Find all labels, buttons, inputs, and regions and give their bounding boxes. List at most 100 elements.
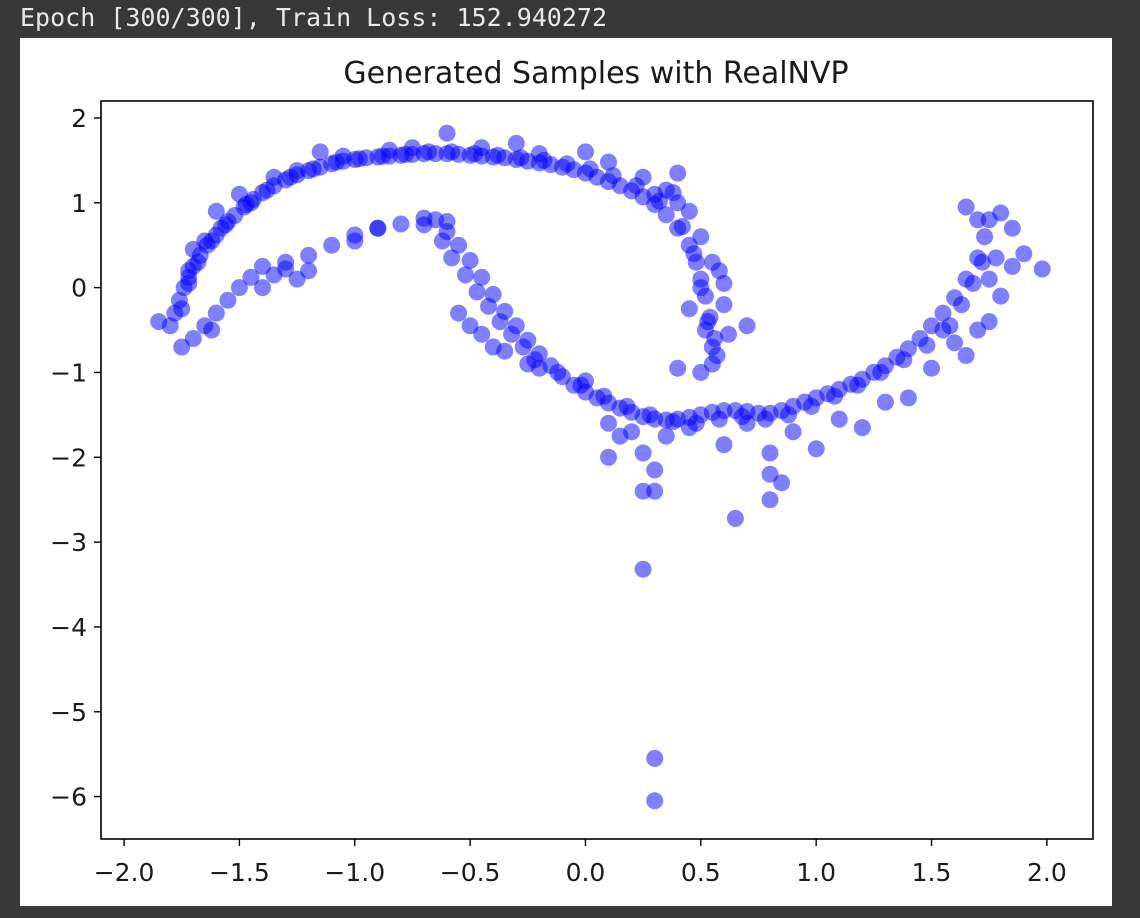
data-point — [696, 321, 714, 339]
data-point — [219, 291, 237, 309]
data-point — [254, 279, 271, 297]
x-tick-label: −0.5 — [440, 858, 501, 887]
data-point — [443, 249, 461, 267]
data-point — [692, 228, 710, 246]
y-tick-label: −4 — [50, 613, 87, 642]
data-point — [715, 296, 733, 314]
data-point — [438, 124, 456, 142]
data-point — [957, 347, 975, 364]
data-point — [803, 397, 820, 415]
data-point — [577, 372, 594, 390]
x-tick-label: −1.0 — [324, 858, 385, 887]
data-point — [669, 164, 687, 182]
data-point — [369, 219, 387, 237]
data-point — [664, 413, 682, 431]
data-point — [258, 181, 276, 199]
data-point — [173, 300, 191, 318]
data-point — [600, 153, 617, 171]
chart-title: Generated Samples with RealNVP — [343, 56, 848, 91]
y-tick-label: −1 — [50, 358, 87, 387]
data-point — [703, 338, 721, 356]
data-point — [634, 444, 652, 462]
data-point — [443, 143, 461, 161]
data-point — [969, 211, 987, 229]
data-point — [761, 444, 779, 462]
data-point — [953, 296, 970, 314]
data-point — [180, 274, 198, 292]
data-point — [304, 160, 322, 178]
y-tick-label: −5 — [50, 698, 87, 727]
data-point — [489, 146, 507, 164]
data-point — [618, 397, 636, 415]
data-point — [300, 246, 318, 264]
data-point — [853, 419, 871, 437]
x-tick-label: 0.5 — [681, 858, 721, 887]
data-point — [830, 410, 848, 428]
data-point — [496, 342, 514, 360]
data-point — [473, 268, 491, 286]
data-point — [207, 304, 225, 322]
y-tick-label: 0 — [71, 274, 87, 303]
data-point — [957, 198, 975, 216]
data-point — [720, 325, 737, 343]
data-point — [530, 145, 548, 163]
data-point — [450, 236, 468, 254]
data-point — [973, 253, 991, 271]
data-point — [203, 321, 221, 339]
data-point — [334, 147, 352, 165]
x-tick-label: 1.0 — [796, 858, 836, 887]
data-point — [438, 213, 456, 230]
data-point — [826, 387, 844, 405]
data-point — [323, 236, 341, 254]
data-point — [849, 376, 867, 394]
data-point — [346, 232, 364, 250]
data-point — [600, 414, 617, 432]
data-point — [403, 139, 421, 157]
data-point — [976, 228, 994, 246]
data-point — [480, 297, 498, 315]
axes-frame — [100, 100, 1094, 840]
x-tick-label: 1.5 — [912, 858, 952, 887]
data-point — [433, 232, 451, 250]
data-point — [680, 419, 698, 437]
data-point — [473, 139, 491, 157]
data-point — [184, 240, 202, 258]
data-point — [581, 160, 599, 178]
data-point — [634, 560, 652, 578]
data-point — [461, 252, 479, 269]
data-point — [969, 321, 987, 339]
data-point — [180, 262, 198, 280]
data-point — [980, 270, 998, 288]
data-point — [664, 184, 682, 202]
data-point — [899, 389, 917, 407]
data-point — [558, 155, 576, 173]
data-point — [934, 304, 952, 322]
data-point — [514, 338, 532, 356]
data-point — [380, 141, 398, 159]
data-point — [669, 359, 687, 377]
plot-figure: Generated Samples with RealNVP −2.0 −1.5−… — [20, 38, 1112, 906]
data-point — [595, 387, 613, 405]
data-point — [604, 167, 622, 185]
data-point — [646, 461, 664, 479]
data-point — [657, 206, 675, 224]
data-point — [173, 338, 191, 356]
data-point — [673, 218, 691, 235]
y-axis: 2 1 0 −1 −2 −3 −4 −5 −6 — [50, 104, 101, 812]
x-tick-label: −2.0 — [94, 858, 155, 887]
data-point — [780, 406, 797, 424]
data-point — [918, 336, 936, 354]
data-point — [530, 359, 548, 377]
data-point — [946, 334, 964, 352]
data-point — [761, 491, 779, 509]
data-point — [549, 363, 567, 381]
data-point — [710, 262, 728, 280]
data-point — [473, 325, 491, 343]
data-point — [923, 359, 940, 377]
data-point — [242, 194, 260, 212]
data-point — [773, 474, 791, 492]
data-point — [646, 749, 664, 767]
y-tick-label: −6 — [50, 783, 87, 812]
x-tick-label: 2.0 — [1027, 858, 1067, 887]
data-point — [600, 448, 617, 466]
